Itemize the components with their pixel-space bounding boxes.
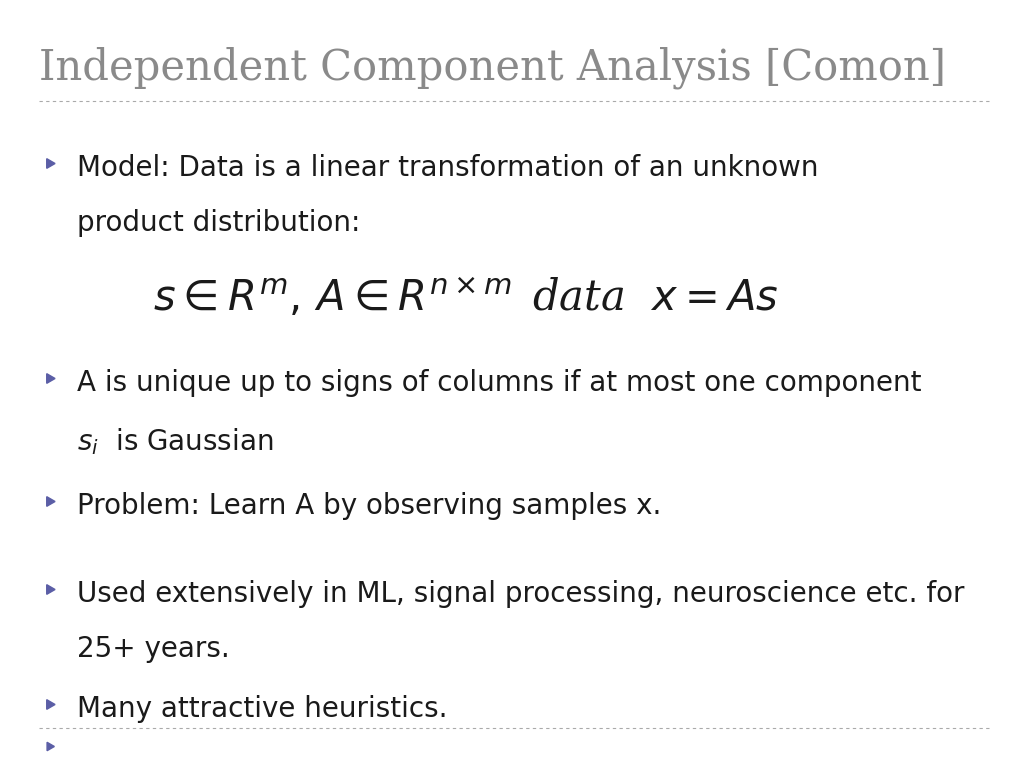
- Text: Many attractive heuristics.: Many attractive heuristics.: [77, 695, 447, 723]
- Text: Problem: Learn A by observing samples x.: Problem: Learn A by observing samples x.: [77, 492, 662, 519]
- Text: data  $x = As$: data $x = As$: [532, 276, 779, 319]
- Text: A is unique up to signs of columns if at most one component: A is unique up to signs of columns if at…: [77, 369, 922, 396]
- Text: Used extensively in ML, signal processing, neuroscience etc. for: Used extensively in ML, signal processin…: [77, 580, 965, 607]
- Text: product distribution:: product distribution:: [77, 209, 360, 237]
- Text: 25+ years.: 25+ years.: [77, 635, 229, 663]
- Text: $s_i$  is Gaussian: $s_i$ is Gaussian: [77, 426, 273, 457]
- Text: $s \in R^{m},\, A \in R^{n\times m}$: $s \in R^{m},\, A \in R^{n\times m}$: [153, 276, 512, 319]
- Text: Model: Data is a linear transformation of an unknown: Model: Data is a linear transformation o…: [77, 154, 818, 181]
- Text: Independent Component Analysis [Comon]: Independent Component Analysis [Comon]: [39, 46, 946, 88]
